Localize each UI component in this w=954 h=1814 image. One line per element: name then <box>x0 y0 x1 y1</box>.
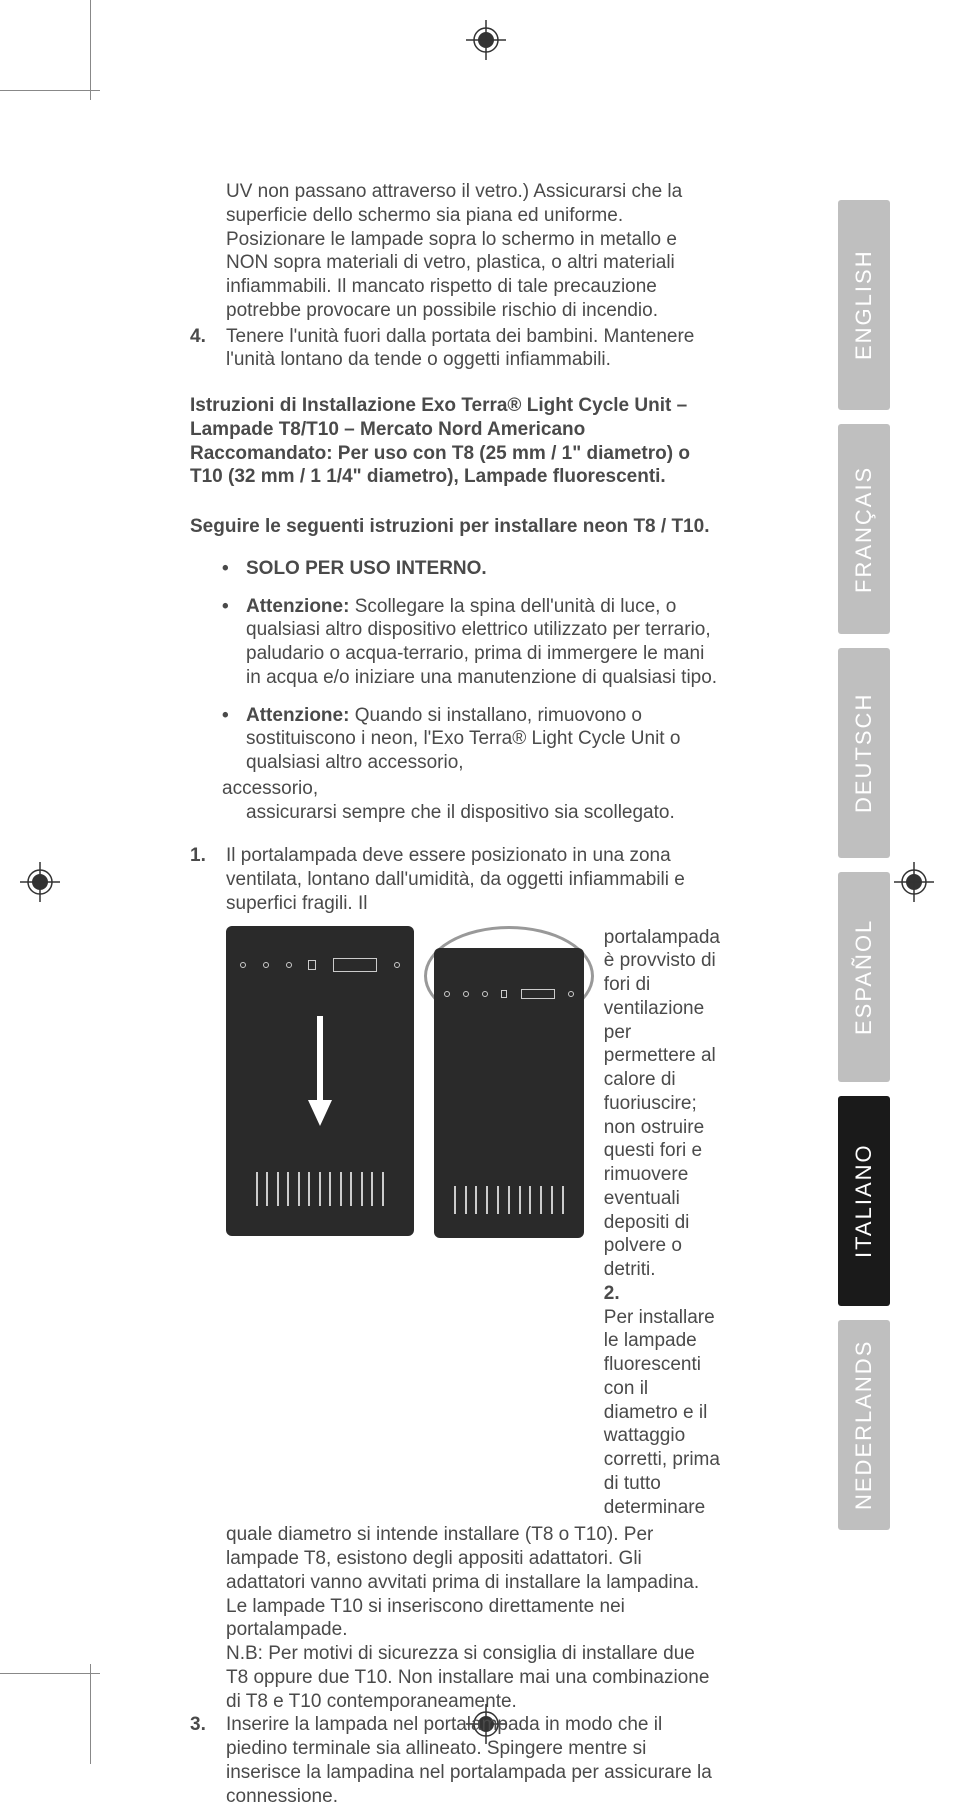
subheading: Seguire le seguenti istruzioni per insta… <box>190 515 720 539</box>
step-text: Inserire la lampada nel portalampada in … <box>226 1714 712 1806</box>
section-heading: Istruzioni di Installazione Exo Terra® L… <box>190 394 720 489</box>
heading-line1: Istruzioni di Installazione Exo Terra® L… <box>190 395 687 440</box>
crop-mark <box>90 0 91 100</box>
heading-line2: Raccomandato: Per uso con T8 (25 mm / 1"… <box>190 443 690 488</box>
bullet-item: SOLO PER USO INTERNO. <box>246 557 720 581</box>
side-paragraph: portalampada è provvisto di fori di vent… <box>604 926 720 1282</box>
tab-italiano[interactable]: ITALIANO <box>838 1096 890 1306</box>
figure-2 <box>434 948 584 1238</box>
step-number: 3. <box>190 1713 206 1737</box>
warning-bullets: SOLO PER USO INTERNO. Attenzione: Scolle… <box>190 557 720 825</box>
registration-mark-icon <box>894 862 934 902</box>
step-text: Il portalampada deve essere posizionato … <box>226 845 685 914</box>
intro-text: Tenere l'unità fuori dalla portata dei b… <box>226 326 694 371</box>
crop-mark <box>0 1673 100 1674</box>
tab-espanol[interactable]: ESPAÑOL <box>838 872 890 1082</box>
registration-mark-icon <box>20 862 60 902</box>
figure-1 <box>226 926 414 1236</box>
tab-deutsch[interactable]: DEUTSCH <box>838 648 890 858</box>
step-2-nb: N.B: Per motivi di sicurezza si consigli… <box>190 1642 720 1713</box>
tab-francais[interactable]: FRANÇAIS <box>838 424 890 634</box>
side-paragraph-2: Per installare le lampade fluorescenti c… <box>604 1306 720 1520</box>
crop-mark <box>90 1664 91 1764</box>
bullet-bold: SOLO PER USO INTERNO. <box>246 558 487 579</box>
step-number: 1. <box>190 844 206 868</box>
step-1: 1. Il portalampada deve essere posiziona… <box>226 844 720 915</box>
device-panel <box>240 952 400 978</box>
figures-row: portalampada è provvisto di fori di vent… <box>226 926 720 1520</box>
tab-english[interactable]: ENGLISH <box>838 200 890 410</box>
intro-item-4: 4.Tenere l'unità fuori dalla portata dei… <box>190 325 720 373</box>
numbered-steps: 3. Inserire la lampada nel portalampada … <box>190 1713 720 1808</box>
bullet-item: Attenzione: Quando si installano, rimuov… <box>246 704 720 825</box>
step-3: 3. Inserire la lampada nel portalampada … <box>226 1713 720 1808</box>
list-number: 4. <box>190 325 226 349</box>
page-content: UV non passano attraverso il vetro.) Ass… <box>190 180 720 1814</box>
step-2-continuation: quale diametro si intende installare (T8… <box>190 1523 720 1642</box>
intro-paragraph: UV non passano attraverso il vetro.) Ass… <box>190 180 720 323</box>
bullet-item: Attenzione: Scollegare la spina dell'uni… <box>246 595 720 690</box>
bullet-bold: Attenzione: <box>246 705 349 726</box>
step-2-number: 2. <box>604 1282 720 1306</box>
bullet-bold: Attenzione: <box>246 596 349 617</box>
device-panel <box>444 984 574 1004</box>
crop-mark <box>0 90 100 91</box>
figure-2-wrap <box>434 926 584 1238</box>
bullet-continuation: assicurarsi sempre che il dispositivo si… <box>246 801 720 825</box>
tab-nederlands[interactable]: NEDERLANDS <box>838 1320 890 1530</box>
arrow-down-icon <box>305 1016 335 1133</box>
bullet-accessorio: accessorio, <box>222 777 720 801</box>
language-tabs: ENGLISH FRANÇAIS DEUTSCH ESPAÑOL ITALIAN… <box>838 200 890 1530</box>
side-text-column: portalampada è provvisto di fori di vent… <box>604 926 720 1520</box>
device-grille <box>454 1186 564 1214</box>
device-grille <box>256 1172 384 1206</box>
numbered-steps: 1. Il portalampada deve essere posiziona… <box>190 844 720 915</box>
registration-mark-icon <box>466 20 506 60</box>
